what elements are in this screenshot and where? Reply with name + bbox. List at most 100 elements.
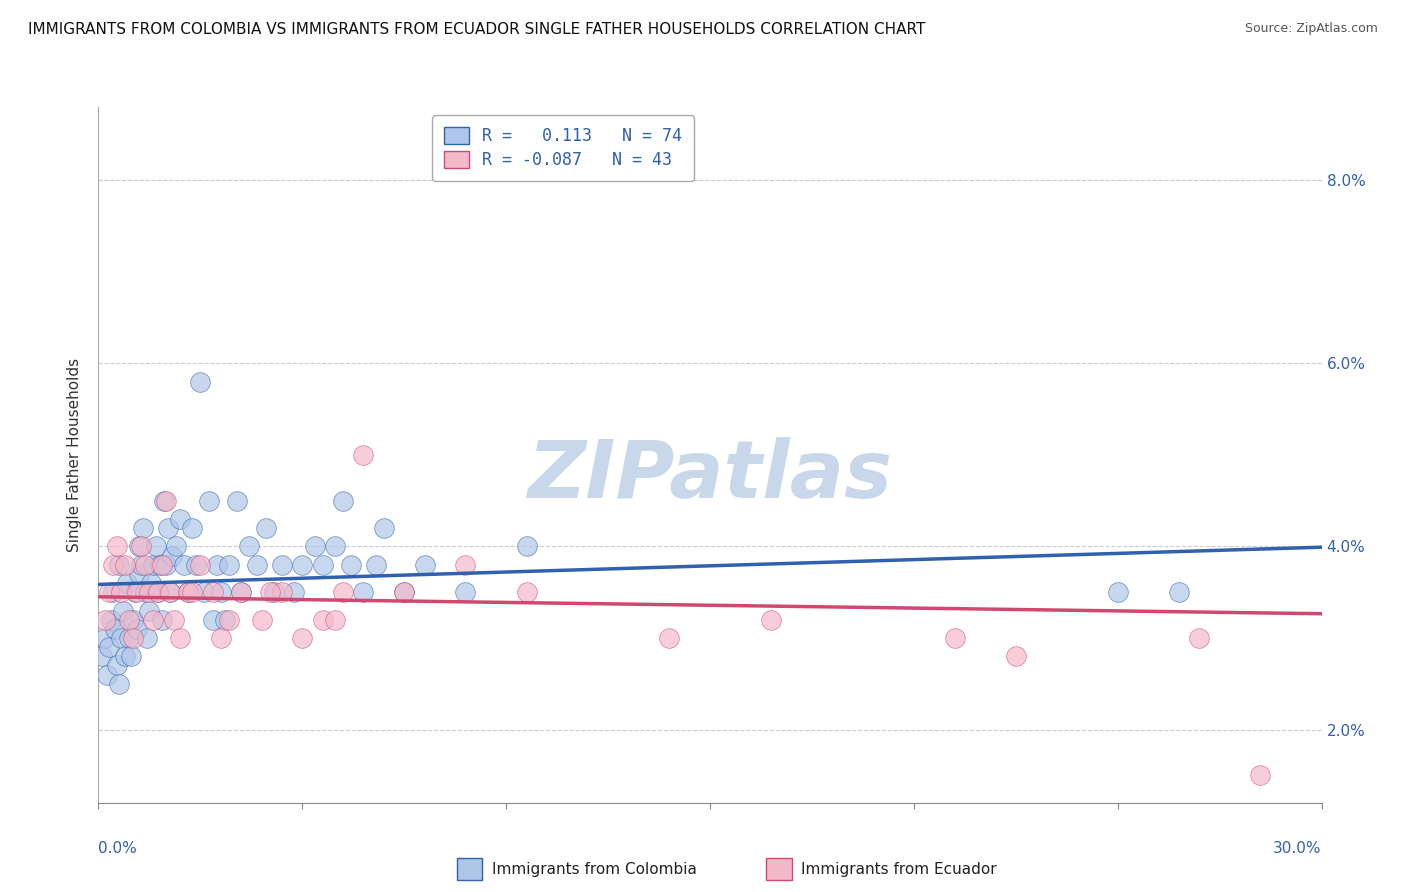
Point [110,585,132,599]
Text: Source: ZipAtlas.com: Source: ZipAtlas.com [1244,22,1378,36]
Text: ZIPatlas: ZIPatlas [527,437,893,515]
Point [150,613,173,627]
Point [188,558,212,572]
Point [122,613,145,627]
Point [193,585,215,599]
Point [270,585,294,599]
Point [141,576,163,591]
Point [181,585,204,599]
Point [134,558,156,572]
Point [122,631,145,645]
Point [201,585,224,599]
Point [142,558,165,572]
Point [108,558,131,572]
Point [155,558,177,572]
Point [163,613,186,627]
Point [159,585,181,599]
Point [323,540,346,554]
Legend: R =   0.113   N = 74, R = -0.087   N = 43: R = 0.113 N = 74, R = -0.087 N = 43 [433,115,695,181]
Point [160,549,183,563]
Point [352,585,374,599]
Point [1249,768,1271,782]
Point [129,558,152,572]
Point [105,540,128,554]
Point [173,558,195,572]
Point [156,521,179,535]
Point [312,613,335,627]
Point [177,585,200,599]
Point [108,677,131,691]
Point [214,613,236,627]
Point [516,540,538,554]
Point [250,613,273,627]
Point [101,558,124,572]
Point [127,622,149,636]
Point [218,613,240,627]
Point [152,493,174,508]
Point [352,448,374,462]
Point [454,558,477,572]
Point [110,631,132,645]
Point [332,585,354,599]
Point [181,521,204,535]
Point [246,558,269,572]
Point [209,585,232,599]
Point [1167,585,1189,599]
Point [263,585,285,599]
Point [291,558,314,572]
Point [186,558,208,572]
Point [97,585,120,599]
Point [128,540,150,554]
Point [134,585,156,599]
Text: Immigrants from Ecuador: Immigrants from Ecuador [801,863,997,877]
Point [93,613,115,627]
Point [145,540,167,554]
Point [238,540,260,554]
Point [142,613,165,627]
Point [270,558,294,572]
Point [91,649,114,664]
Text: IMMIGRANTS FROM COLOMBIA VS IMMIGRANTS FROM ECUADOR SINGLE FATHER HOUSEHOLDS COR: IMMIGRANTS FROM COLOMBIA VS IMMIGRANTS F… [28,22,925,37]
Point [105,658,128,673]
Point [231,585,253,599]
Point [159,585,181,599]
Point [516,585,538,599]
Point [392,585,416,599]
Point [201,613,224,627]
Point [100,613,122,627]
Point [283,585,305,599]
Text: Immigrants from Colombia: Immigrants from Colombia [492,863,697,877]
Y-axis label: Single Father Households: Single Father Households [67,358,83,552]
Point [120,649,142,664]
Point [93,631,115,645]
Point [218,558,240,572]
Point [114,558,136,572]
Point [943,631,966,645]
Point [323,613,346,627]
Point [97,640,120,655]
Point [104,622,127,636]
Point [132,521,155,535]
Point [124,585,146,599]
Point [1004,649,1026,664]
Text: 30.0%: 30.0% [1274,841,1322,856]
Point [165,540,187,554]
Point [96,667,118,681]
Point [209,631,232,645]
Point [155,493,177,508]
Point [231,585,253,599]
Point [177,585,200,599]
Point [146,585,169,599]
Point [138,585,160,599]
Point [150,558,173,572]
Point [118,631,141,645]
Point [332,493,354,508]
Point [340,558,363,572]
Point [226,493,249,508]
Point [658,631,681,645]
Point [149,558,172,572]
Point [169,512,191,526]
Point [392,585,416,599]
Point [188,375,212,389]
Point [127,585,149,599]
